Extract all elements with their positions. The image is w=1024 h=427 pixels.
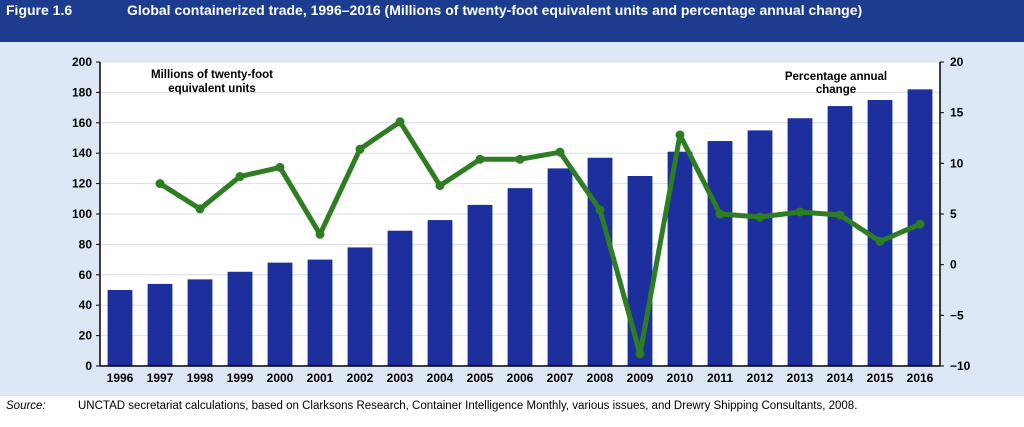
bar-2003 (387, 230, 413, 366)
x-tick-label: 1998 (187, 371, 214, 385)
left-series-label-line2: equivalent units (168, 83, 256, 95)
x-tick-label: 2010 (667, 371, 694, 385)
point-2008 (595, 205, 605, 215)
point-2007 (555, 147, 565, 157)
point-2010 (675, 130, 685, 140)
left-tick-label: 0 (85, 359, 92, 373)
percent-change-line (158, 119, 921, 357)
point-2005 (475, 154, 485, 164)
bar-2004 (427, 220, 453, 366)
left-tick-label: 100 (72, 207, 92, 221)
bar-2012 (747, 130, 773, 366)
figure-label: Figure 1.6 (6, 2, 73, 18)
left-tick-label: 80 (79, 237, 93, 251)
bar-2009 (627, 176, 653, 366)
right-series-label-line1: Percentage annual (785, 71, 887, 83)
bar-2001 (307, 259, 333, 366)
bar-2008 (587, 157, 613, 366)
right-tick-label: −10 (950, 359, 971, 373)
point-2006 (515, 154, 525, 164)
right-tick-label: 0 (950, 258, 957, 272)
x-tick-label: 2013 (787, 371, 814, 385)
left-tick-label: 20 (79, 329, 93, 343)
x-tick-label: 2006 (507, 371, 534, 385)
right-series-label-line2: change (816, 84, 856, 96)
bar-2014 (827, 106, 853, 366)
point-2015 (875, 236, 885, 246)
left-tick-label: 160 (72, 116, 92, 130)
left-tick-label: 200 (72, 55, 92, 69)
x-tick-label: 2012 (747, 371, 774, 385)
x-tick-label: 1997 (147, 371, 174, 385)
x-tick-label: 2007 (547, 371, 574, 385)
bar-1997 (147, 283, 173, 366)
point-1997 (155, 179, 165, 189)
source-text: UNCTAD secretariat calculations, based o… (78, 400, 858, 412)
x-tick-label: 2016 (907, 371, 934, 385)
point-2016 (915, 219, 925, 229)
x-tick-label: 2003 (387, 371, 414, 385)
bar-2013 (787, 118, 813, 367)
left-tick-label: 140 (72, 146, 92, 160)
point-2012 (755, 212, 765, 222)
right-tick-label: 20 (950, 55, 964, 69)
x-tick-label: 2011 (707, 371, 733, 385)
figure-header: Figure 1.6 Global containerized trade, 1… (0, 0, 1024, 42)
point-2004 (435, 181, 445, 191)
right-tick-label: 15 (950, 106, 964, 120)
source-label: Source: (6, 400, 46, 412)
bar-1998 (187, 279, 213, 366)
point-2002 (355, 144, 365, 154)
x-tick-label: 2009 (627, 371, 654, 385)
point-1999 (235, 172, 245, 182)
left-series-label-line1: Millions of twenty-foot (151, 69, 273, 81)
x-tick-label: 2005 (467, 371, 494, 385)
bar-2005 (467, 204, 493, 366)
point-2009 (635, 349, 645, 359)
bar-2002 (347, 247, 373, 366)
left-tick-label: 180 (72, 85, 92, 99)
left-tick-label: 40 (79, 298, 93, 312)
point-2013 (795, 207, 805, 217)
figure-title: Global containerized trade, 1996–2016 (M… (127, 2, 863, 18)
bar-2011 (707, 141, 733, 366)
x-tick-label: 1996 (107, 371, 134, 385)
x-tick-label: 2001 (307, 371, 334, 385)
left-tick-label: 120 (72, 177, 92, 191)
point-2011 (715, 209, 725, 219)
left-tick-label: 60 (79, 268, 93, 282)
x-tick-label: 2002 (347, 371, 374, 385)
point-2003 (395, 117, 405, 127)
bar-1999 (227, 271, 253, 366)
right-tick-label: −5 (950, 308, 964, 322)
point-2001 (315, 229, 325, 239)
bar-2007 (547, 168, 573, 366)
point-2014 (835, 210, 845, 220)
x-tick-label: 2000 (267, 371, 294, 385)
bar-1996 (107, 290, 133, 366)
point-1998 (195, 204, 205, 214)
x-tick-label: 2004 (427, 371, 454, 385)
x-tick-label: 1999 (227, 371, 254, 385)
x-tick-label: 2014 (827, 371, 854, 385)
container-trade-chart: 0 20 40 60 80 100 120 140 160 180 200 −10 −5 0 5 10 15 20… (72, 55, 971, 385)
right-tick-label: 5 (950, 207, 957, 221)
x-tick-label: 2008 (587, 371, 614, 385)
bar-2000 (267, 262, 293, 366)
x-tick-label: 2015 (867, 371, 894, 385)
point-2000 (275, 162, 285, 172)
right-tick-label: 10 (950, 156, 964, 170)
bar-2006 (507, 188, 533, 366)
